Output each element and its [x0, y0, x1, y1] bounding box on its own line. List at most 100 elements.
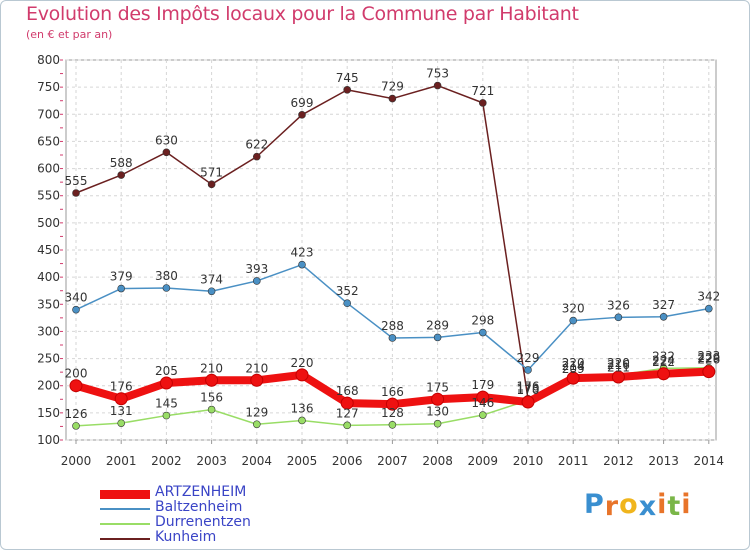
data-label: 340 [65, 291, 88, 305]
legend-swatch [100, 508, 150, 510]
data-label: 327 [652, 298, 675, 312]
data-label: 326 [607, 298, 630, 312]
data-label: 229 [697, 351, 720, 365]
data-label: 555 [65, 174, 88, 188]
data-point [614, 313, 623, 322]
data-point [433, 333, 442, 342]
data-point [566, 371, 580, 385]
logo-letter: t [667, 491, 682, 522]
data-point [207, 405, 216, 414]
x-tick-label: 2010 [513, 454, 544, 468]
data-label: 224 [652, 354, 675, 368]
data-point [433, 81, 442, 90]
data-label: 745 [336, 71, 359, 85]
data-point [388, 94, 397, 103]
legend-swatch [100, 489, 150, 499]
y-tick-label: 100 [37, 433, 60, 447]
data-label: 129 [245, 405, 268, 419]
data-label: 170 [517, 383, 540, 397]
data-point [431, 392, 445, 406]
data-point [569, 316, 578, 325]
data-label: 393 [245, 262, 268, 276]
data-point [343, 421, 352, 430]
data-point [704, 304, 713, 313]
data-point [252, 152, 261, 161]
data-label: 630 [155, 133, 178, 147]
data-point [252, 277, 261, 285]
data-label: 374 [200, 272, 223, 286]
x-tick-label: 2005 [287, 454, 318, 468]
data-point [478, 411, 487, 419]
data-label: 168 [336, 384, 359, 398]
data-label: 136 [291, 401, 314, 415]
data-label: 588 [110, 156, 133, 170]
y-tick-label: 500 [37, 216, 60, 230]
data-label: 298 [471, 314, 494, 328]
data-point [524, 366, 532, 374]
data-label: 156 [200, 391, 223, 405]
data-point [702, 365, 716, 379]
data-label: 130 [426, 405, 449, 419]
data-label: 220 [291, 356, 314, 370]
legend-swatch [100, 523, 150, 525]
data-label: 220 [607, 356, 630, 370]
data-point [298, 260, 306, 269]
data-point [252, 420, 261, 429]
data-point [388, 420, 397, 429]
legend-item-baltzenheim: Baltzenheim [100, 499, 340, 516]
data-label: 729 [381, 80, 404, 94]
data-label: 176 [517, 380, 540, 394]
data-point [298, 111, 306, 119]
logo-letter: x [638, 491, 658, 522]
legend-label: Kunheim [155, 529, 217, 545]
chart-title: Evolution des Impôts locaux pour la Comm… [26, 3, 579, 25]
y-tick-label: 700 [37, 107, 60, 121]
data-label: 288 [381, 319, 404, 333]
data-label: 233 [697, 349, 720, 363]
data-label: 216 [607, 358, 630, 372]
data-label: 622 [245, 138, 268, 152]
legend-label: Durrenentzen [155, 514, 251, 530]
data-point [476, 390, 490, 404]
data-label: 209 [562, 362, 585, 376]
data-label: 173 [517, 381, 540, 395]
data-point [611, 370, 625, 384]
data-point [69, 379, 83, 393]
data-label: 342 [697, 290, 720, 304]
data-label: 229 [517, 351, 540, 365]
data-point [478, 328, 487, 337]
data-label: 166 [381, 385, 404, 399]
x-tick-label: 2008 [422, 454, 453, 468]
x-tick-label: 2002 [151, 454, 182, 468]
legend-label: ARTZENHEIM [155, 484, 247, 500]
x-tick-label: 2006 [332, 454, 363, 468]
data-point [117, 419, 125, 427]
x-tick-label: 2009 [468, 454, 499, 468]
y-tick-label: 600 [37, 162, 60, 176]
chart-plot: 100 150 200 250 300 350 400 450 500 550 600 650 700 7… [37, 53, 725, 468]
x-tick-label: 2000 [61, 454, 92, 468]
data-point [159, 376, 173, 390]
data-label: 320 [562, 302, 585, 316]
y-tick-label: 800 [37, 53, 60, 67]
data-point [162, 284, 171, 292]
data-point [72, 189, 80, 197]
data-point [205, 373, 219, 387]
data-label: 175 [426, 380, 449, 394]
data-label: 352 [336, 284, 359, 298]
legend-item-durrenentzen: Durrenentzen [100, 514, 340, 531]
data-point [117, 284, 125, 293]
data-label: 210 [245, 361, 268, 375]
x-tick-label: 2007 [377, 454, 408, 468]
y-tick-label: 650 [37, 134, 60, 148]
data-label: 699 [291, 96, 314, 110]
x-tick-label: 2014 [694, 454, 725, 468]
data-point [340, 396, 354, 410]
data-point [659, 312, 668, 321]
logo-letter: r [604, 491, 620, 522]
data-label: 146 [471, 396, 494, 410]
data-label: 232 [652, 349, 675, 363]
data-label: 210 [200, 361, 223, 375]
data-label: 145 [155, 397, 178, 411]
data-label: 211 [607, 361, 630, 375]
